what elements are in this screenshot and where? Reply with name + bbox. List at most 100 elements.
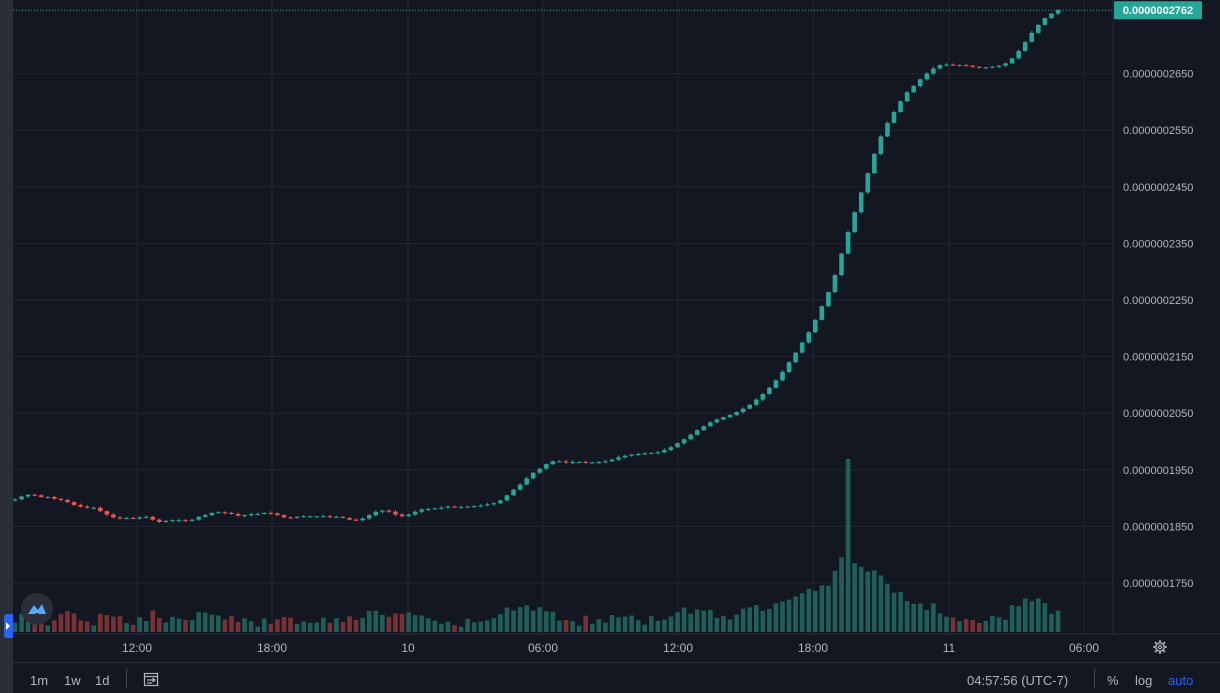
volume-bar: [786, 599, 792, 632]
tradingview-logo[interactable]: [21, 593, 53, 625]
candle-body: [819, 306, 825, 320]
volume-bar: [891, 592, 897, 632]
volume-bar: [1042, 603, 1048, 632]
candle-body: [360, 518, 365, 521]
volume-bar: [485, 620, 490, 632]
range-1m-button[interactable]: 1m: [30, 673, 49, 688]
range-1d-button[interactable]: 1d: [95, 673, 110, 688]
volume-bar: [19, 613, 24, 632]
candle-body: [806, 332, 812, 343]
price-tick-label: 0.0000002550: [1123, 125, 1193, 137]
candle-body: [780, 371, 785, 381]
candle-body: [511, 489, 516, 496]
time-tick-label: 18:00: [257, 641, 287, 655]
volume-bar: [865, 571, 871, 632]
candle-body: [957, 65, 962, 67]
time-tick-label: 10: [401, 641, 415, 655]
volume-bar: [71, 613, 77, 632]
candle-body: [603, 461, 608, 463]
volume-bar: [911, 603, 916, 632]
toggle-panel-button[interactable]: [4, 614, 13, 638]
log-scale-button[interactable]: log: [1135, 673, 1153, 688]
candle-body: [845, 232, 851, 254]
gear-icon[interactable]: [1152, 639, 1168, 655]
range-1w-button[interactable]: 1w: [64, 673, 81, 688]
candle-body: [983, 67, 989, 69]
volume-bar: [524, 605, 529, 632]
candle-body: [327, 516, 333, 518]
candle-body: [209, 512, 215, 516]
volume-bar: [688, 613, 693, 632]
candle-body: [701, 426, 707, 431]
candle-body: [609, 459, 615, 462]
candle-body: [865, 173, 871, 193]
volume-bar: [1009, 605, 1015, 632]
left-sidebar-strip: [0, 0, 13, 693]
candle-body: [124, 517, 129, 519]
candle-body: [491, 503, 497, 505]
price-tick-label: 0.0000001750: [1123, 578, 1193, 590]
volume-bar: [1003, 619, 1008, 632]
volume-bar: [425, 618, 431, 632]
auto-scale-button[interactable]: auto: [1168, 673, 1194, 688]
candle-body: [878, 136, 884, 154]
volume-bar: [957, 621, 962, 632]
volume-bar: [58, 614, 64, 632]
candle-body: [321, 516, 326, 518]
percent-scale-button[interactable]: %: [1107, 673, 1119, 688]
volume-bar: [124, 623, 129, 632]
volume-bars: [13, 459, 1061, 632]
candle-body: [78, 504, 83, 507]
time-tick-label: 06:00: [528, 641, 558, 655]
volume-bar: [563, 619, 569, 632]
candle-body: [583, 461, 588, 463]
volume-bar: [917, 603, 923, 632]
candle-body: [137, 517, 142, 519]
volume-bar: [662, 619, 667, 632]
candle-body: [353, 519, 359, 521]
volume-bar: [668, 616, 674, 632]
candle-body: [931, 68, 936, 74]
candle-body: [373, 511, 379, 516]
candle-body: [399, 514, 405, 517]
candle-body: [589, 462, 595, 464]
clock-timezone[interactable]: 04:57:56 (UTC-7): [967, 673, 1069, 688]
go-to-date-icon[interactable]: [143, 671, 159, 687]
volume-bar: [13, 622, 18, 632]
volume-bar: [281, 617, 287, 632]
volume-bar: [780, 601, 785, 632]
volume-bar: [321, 617, 326, 632]
candle-body: [1049, 13, 1054, 19]
candle-body: [550, 461, 556, 465]
candle-body: [97, 507, 103, 512]
candle-body: [189, 519, 195, 521]
volume-bar: [242, 618, 247, 632]
volume-bar: [799, 593, 805, 632]
volume-bar: [498, 614, 503, 632]
candle-body: [681, 439, 687, 444]
candle-body: [248, 513, 254, 516]
volume-bar: [52, 620, 57, 632]
volume-bar: [1022, 598, 1028, 632]
candle-body: [793, 352, 798, 363]
candle-body: [576, 461, 582, 463]
candle-body: [432, 508, 438, 510]
volume-bar: [603, 622, 608, 632]
candle-body: [773, 380, 779, 388]
price-tick-label: 0.0000002650: [1123, 69, 1193, 81]
volume-bar: [471, 622, 477, 632]
volume-bar: [990, 615, 995, 632]
candle-body: [130, 517, 136, 519]
volume-bar: [530, 610, 536, 632]
candle-body: [799, 342, 805, 353]
candlestick-chart[interactable]: 0.0000001750 0.0000001850 0.0000001950 0.00…: [13, 0, 1220, 662]
candle-body: [150, 516, 156, 520]
volume-bar: [622, 616, 628, 632]
price-axis[interactable]: 0.0000001750 0.0000001850 0.0000001950 0.00…: [1123, 69, 1193, 590]
volume-bar: [701, 610, 707, 632]
candle-body: [885, 122, 890, 137]
candle-body: [1055, 10, 1061, 14]
time-axis[interactable]: 12:00 18:00 10 06:00 12:00 18:00 11 06:00: [122, 641, 1099, 655]
candle-body: [65, 499, 70, 503]
volume-bar: [150, 610, 156, 632]
